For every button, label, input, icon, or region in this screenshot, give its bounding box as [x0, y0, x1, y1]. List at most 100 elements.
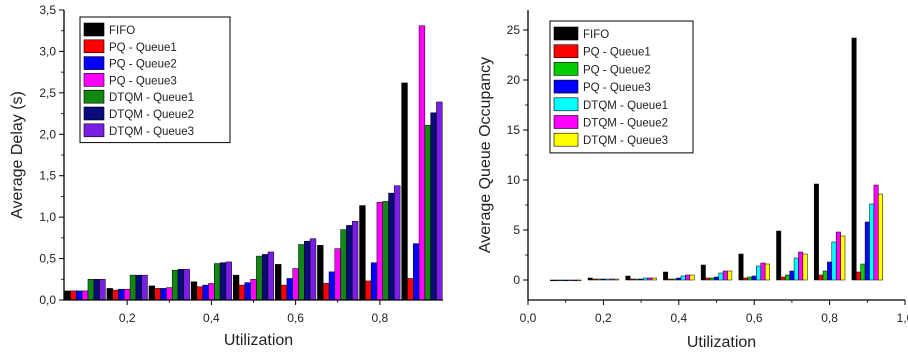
bar-dtqm-queue1-7 — [793, 257, 799, 281]
bar-pq-queue3-5 — [714, 276, 719, 281]
legend-swatch-pq-queue1 — [83, 39, 105, 54]
bar-fifo-2 — [106, 288, 113, 301]
bar-dtqm-queue1-8 — [831, 241, 837, 281]
legend-label-pq-queue3: PQ - Queue3 — [109, 75, 177, 87]
bar-pq-queue3-7 — [334, 248, 341, 301]
legend-label-pq-queue2: PQ - Queue2 — [583, 64, 651, 76]
bar-dtqm-queue1-1 — [87, 279, 95, 301]
bar-pq-queue3-6 — [751, 275, 757, 281]
bar-pq-queue2-2 — [118, 288, 125, 301]
bar-fifo-1 — [64, 290, 71, 301]
bar-dtqm-queue1-9 — [869, 203, 875, 281]
legend: FIFO PQ - Queue1 PQ - Queue2 PQ - Queue3 DTQ… — [79, 16, 231, 144]
legend-swatch-dtqm-queue2 — [553, 115, 579, 129]
bar-pq-queue1-6 — [280, 284, 288, 301]
y-tick-label: 10 — [507, 173, 521, 187]
legend-label-dtqm-queue3: DTQM - Queue3 — [109, 126, 194, 138]
bar-dtqm-queue3-1 — [576, 279, 582, 282]
bar-dtqm-queue3-3 — [651, 277, 657, 281]
bar-dtqm-queue3-2 — [614, 278, 620, 281]
bar-fifo-2 — [587, 277, 593, 281]
x-tick-label: 0,2 — [595, 311, 612, 325]
bar-fifo-4 — [663, 271, 669, 281]
bar-pq-queue3-8 — [827, 261, 833, 281]
legend: FIFO PQ - Queue1 PQ - Queue2 PQ - Queue3 DTQ… — [549, 20, 694, 154]
bar-dtqm-queue1-6 — [756, 265, 762, 281]
bar-pq-queue2-3 — [634, 278, 640, 281]
legend-label-pq-queue2: PQ - Queue2 — [109, 59, 177, 71]
bar-pq-queue1-5 — [705, 277, 711, 281]
bar-pq-queue2-5 — [709, 277, 715, 281]
bar-pq-queue1-9 — [407, 278, 414, 301]
bar-fifo-3 — [625, 275, 631, 281]
legend-swatch-pq-queue3 — [553, 79, 579, 94]
y-tick-label: 2,0 — [39, 127, 56, 141]
bar-dtqm-queue3-5 — [727, 270, 733, 281]
bar-fifo-9 — [851, 37, 857, 281]
legend-label-dtqm-queue1: DTQM - Queue1 — [583, 100, 668, 112]
bar-pq-queue3-1 — [563, 279, 569, 282]
bar-dtqm-queue1-9 — [424, 124, 431, 301]
bar-pq-queue2-6 — [286, 278, 293, 301]
legend-swatch-pq-queue1 — [553, 44, 579, 59]
x-axis-label: Utilization — [224, 332, 293, 349]
bar-dtqm-queue2-8 — [835, 231, 841, 281]
bar-pq-queue3-7 — [789, 270, 795, 281]
y-tick-label: 25 — [507, 23, 521, 37]
bar-pq-queue2-4 — [671, 278, 677, 281]
bar-fifo-3 — [148, 285, 156, 301]
y-tick-label: 2,5 — [39, 86, 56, 100]
bar-dtqm-queue1-4 — [214, 263, 221, 301]
bar-pq-queue3-3 — [638, 278, 644, 281]
bar-dtqm-queue2-3 — [177, 269, 185, 301]
y-tick-label: 0,5 — [39, 252, 56, 266]
legend-swatch-dtqm-queue1 — [553, 97, 579, 112]
y-tick-label: 20 — [507, 73, 521, 87]
bar-dtqm-queue2-1 — [572, 279, 577, 282]
bar-pq-queue1-1 — [554, 279, 560, 282]
bar-dtqm-queue3-5 — [267, 251, 275, 301]
bar-dtqm-queue2-4 — [219, 262, 227, 301]
bar-dtqm-queue1-5 — [256, 255, 263, 301]
x-tick-label: 0,4 — [670, 311, 687, 325]
bar-dtqm-queue1-2 — [129, 274, 137, 301]
bar-pq-queue3-3 — [166, 287, 173, 301]
legend-swatch-dtqm-queue2 — [83, 106, 105, 121]
legend-swatch-fifo — [83, 22, 105, 37]
bar-pq-queue2-4 — [202, 284, 209, 301]
x-tick-label: 0,8 — [821, 311, 838, 325]
bar-fifo-4 — [190, 281, 198, 301]
bar-dtqm-queue2-7 — [798, 251, 804, 281]
bar-dtqm-queue2-2 — [135, 274, 142, 301]
bar-pq-queue2-3 — [160, 288, 167, 301]
legend-swatch-fifo — [553, 26, 579, 41]
x-tick-label: 0,2 — [119, 311, 136, 325]
bar-dtqm-queue3-9 — [878, 193, 883, 281]
bar-dtqm-queue2-1 — [93, 279, 100, 301]
bar-dtqm-queue2-8 — [388, 192, 395, 301]
bar-dtqm-queue2-2 — [609, 278, 615, 281]
bar-pq-queue2-7 — [328, 271, 336, 301]
legend-swatch-pq-queue2 — [83, 56, 105, 70]
bar-dtqm-queue3-7 — [802, 253, 808, 281]
bar-pq-queue1-2 — [592, 278, 598, 281]
x-tick-label: 0,6 — [746, 311, 763, 325]
bar-dtqm-queue1-7 — [340, 229, 347, 301]
bar-pq-queue2-1 — [76, 290, 83, 301]
bar-fifo-6 — [275, 264, 282, 301]
x-tick-label: 0,8 — [371, 311, 388, 325]
y-axis-label: Average Delay (s) — [9, 91, 26, 219]
bar-fifo-5 — [700, 264, 706, 281]
bar-dtqm-queue3-9 — [436, 101, 443, 301]
bar-pq-queue2-8 — [822, 270, 828, 281]
bar-dtqm-queue2-6 — [304, 240, 311, 301]
legend-label-dtqm-queue2: DTQM - Queue2 — [583, 118, 668, 130]
bar-pq-queue3-2 — [124, 288, 131, 301]
bar-pq-queue3-2 — [600, 278, 606, 281]
bar-dtqm-queue2-5 — [261, 254, 269, 301]
bar-dtqm-queue3-6 — [309, 238, 317, 301]
bar-pq-queue3-4 — [676, 277, 682, 281]
bar-fifo-7 — [317, 245, 324, 301]
legend-label-pq-queue1: PQ - Queue1 — [109, 42, 177, 54]
